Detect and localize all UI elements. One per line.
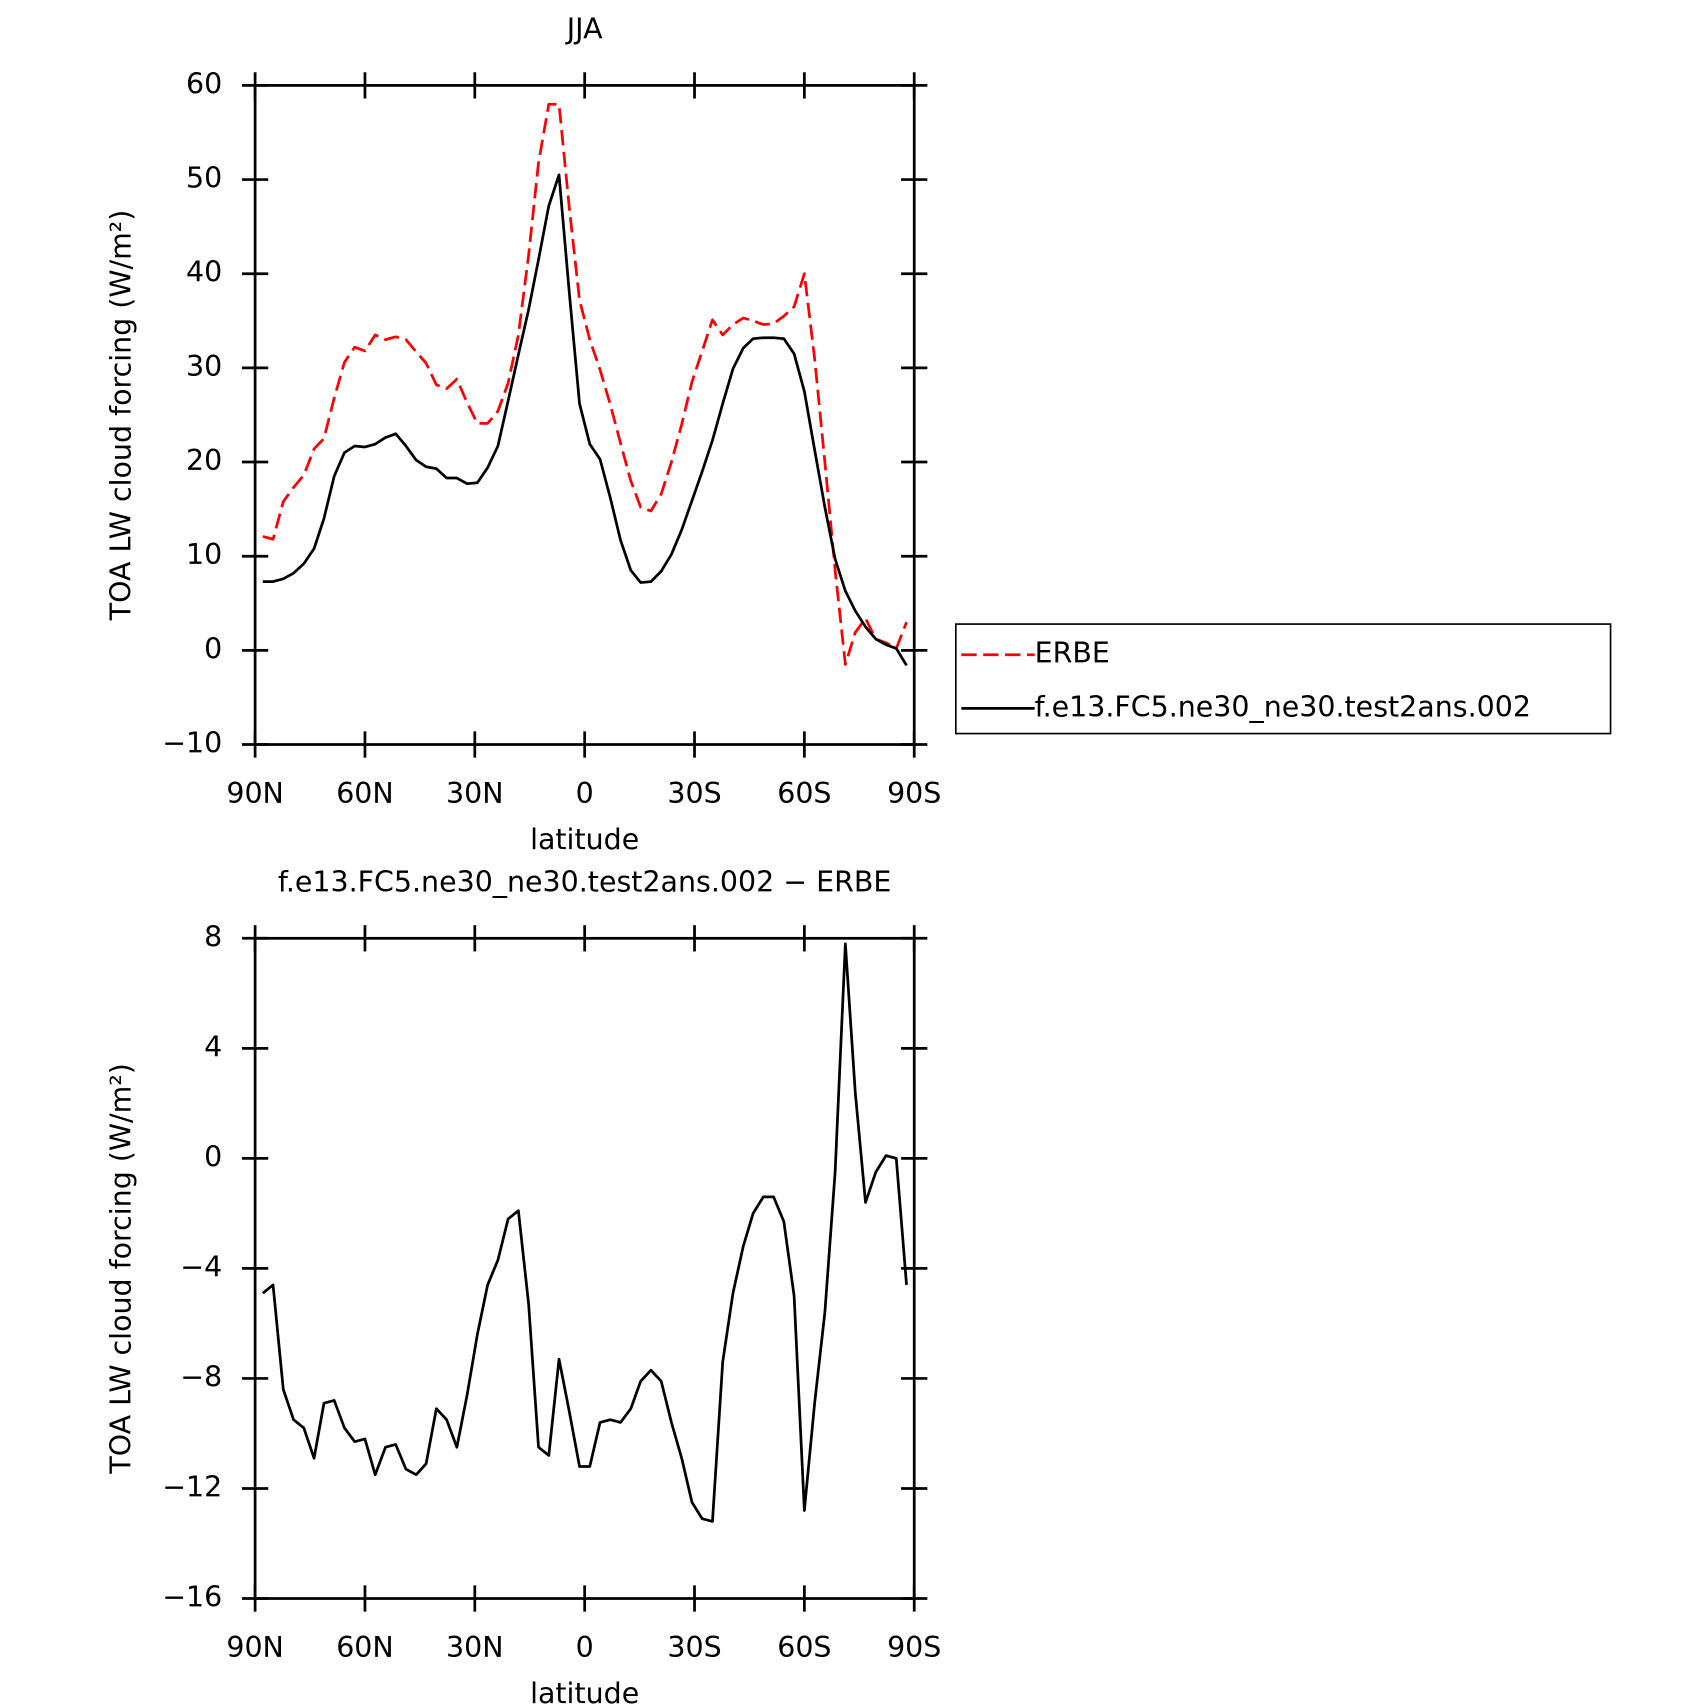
x-tick-label: 30N	[446, 1631, 504, 1664]
y-tick-label: 40	[186, 256, 222, 289]
data-line	[262, 102, 908, 666]
plot-frame	[253, 936, 916, 1600]
data-line	[262, 173, 908, 667]
y-tick-label: −16	[162, 1581, 222, 1614]
x-axis-label: latitude	[530, 823, 639, 856]
x-tick-label: 0	[576, 1631, 594, 1664]
y-tick-label: −8	[180, 1360, 222, 1393]
y-axis-label: TOA LW cloud forcing (W/m²)	[105, 1063, 138, 1475]
x-tick-label: 30S	[667, 777, 721, 810]
y-tick-label: 50	[186, 162, 222, 195]
x-tick-label: 60S	[777, 777, 831, 810]
y-tick-label: 0	[204, 1140, 222, 1173]
y-tick-label: 60	[186, 67, 222, 100]
legend-label: f.e13.FC5.ne30_ne30.test2ans.002	[1035, 690, 1531, 723]
plot-frame	[253, 84, 916, 746]
x-tick-label: 90N	[226, 1631, 284, 1664]
y-tick-label: 30	[186, 350, 222, 383]
x-tick-label: 90S	[887, 1631, 941, 1664]
y-tick-label: −12	[162, 1470, 222, 1503]
y-tick-label: 8	[204, 920, 222, 953]
x-tick-label: 90N	[226, 777, 284, 810]
x-tick-label: 90S	[887, 777, 941, 810]
x-tick-label: 60N	[336, 1631, 394, 1664]
x-tick-label: 60N	[336, 777, 394, 810]
legend-label: ERBE	[1035, 637, 1110, 670]
x-tick-label: 60S	[777, 1631, 831, 1664]
y-axis-label: TOA LW cloud forcing (W/m²)	[105, 210, 138, 622]
x-tick-label: 30N	[446, 777, 504, 810]
x-axis-label: latitude	[530, 1677, 639, 1708]
y-tick-label: 10	[186, 538, 222, 571]
x-tick-label: 30S	[667, 1631, 721, 1664]
y-tick-label: 0	[204, 632, 222, 665]
y-tick-label: −4	[180, 1250, 222, 1283]
x-tick-label: 0	[576, 777, 594, 810]
chart-title: f.e13.FC5.ne30_ne30.test2ans.002 − ERBE	[278, 866, 891, 899]
y-tick-label: 20	[186, 444, 222, 477]
legend-box	[955, 623, 1612, 735]
chart-title: JJA	[565, 13, 603, 46]
y-tick-label: 4	[204, 1030, 222, 1063]
data-line	[261, 942, 908, 1523]
y-tick-label: −10	[162, 727, 222, 760]
